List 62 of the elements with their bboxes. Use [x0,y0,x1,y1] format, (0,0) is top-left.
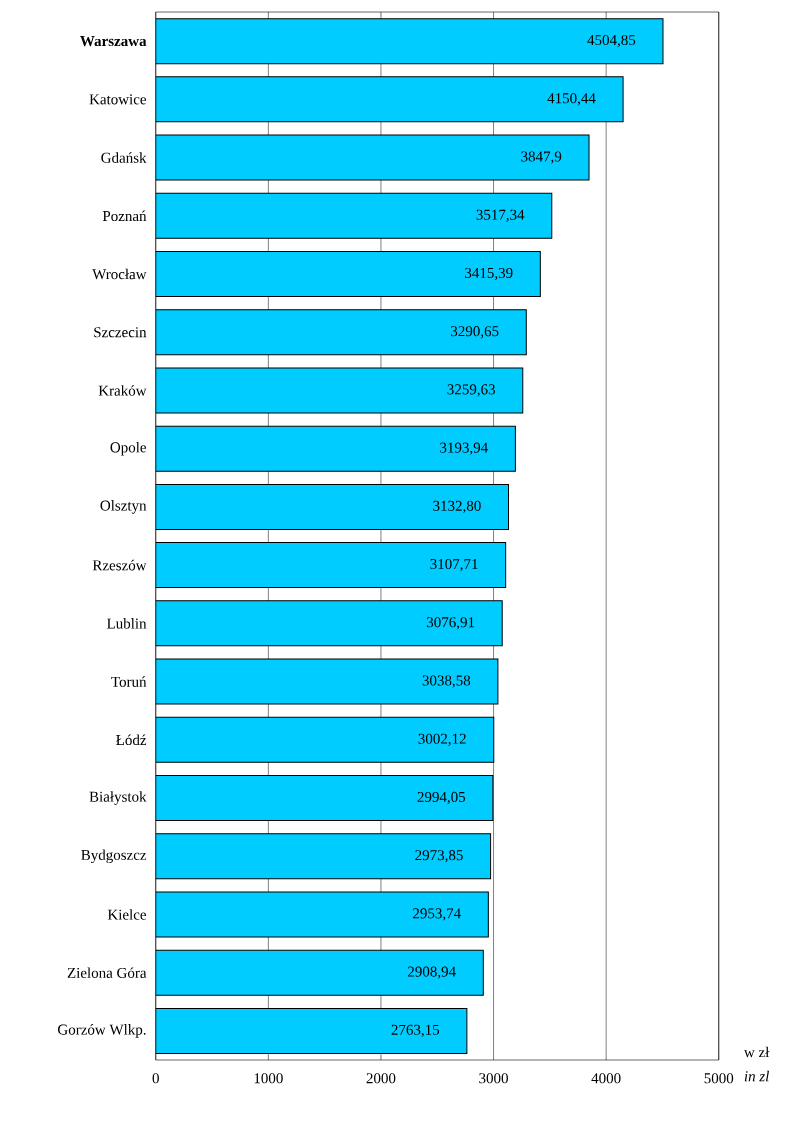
data-label: 2953,74 [413,908,462,921]
bar [155,76,624,123]
bar [155,600,503,647]
x-tick-label: 3000 [479,1073,509,1084]
data-label: 3002,12 [418,733,466,746]
y-tick-label: Olsztyn [100,500,147,514]
bar [155,192,553,239]
data-label: 3290,65 [451,326,499,339]
bar [155,1007,468,1054]
y-tick-label: Zielona Góra [67,967,147,978]
y-tick-label: Rzeszów [92,559,147,571]
bar [155,483,510,530]
data-label: 2908,94 [408,966,456,979]
y-tick-label: Katowice [89,94,147,105]
text: in zl [744,1070,770,1082]
y-tick-label: Gorzów Wlkp. [58,1024,146,1038]
y-tick-label: Kielce [107,909,147,920]
y-tick-label: Białystok [89,791,147,805]
y-tick-label: Szczecin [94,327,147,338]
bar [155,251,541,298]
data-label: 3415,39 [465,267,513,281]
text: w zł [744,1046,770,1058]
x-tick-label: 4000 [591,1073,621,1084]
x-tick-label: 2000 [366,1073,396,1084]
data-label: 3193,94 [440,442,489,455]
bar [155,949,484,996]
y-tick-label: Bydgoszcz [81,849,147,864]
bar [155,716,495,763]
bar [155,833,492,880]
x-tick-label: 1000 [254,1073,283,1084]
y-tick-label: Łódź [116,734,147,746]
y-tick-label: Toruń [111,676,147,687]
bar [155,309,527,356]
data-label: 2994,05 [417,791,466,805]
y-tick-label: Opole [110,441,147,456]
bar [155,134,590,181]
bar [155,367,524,414]
x-tick-label: 5000 [704,1073,734,1084]
data-label: 3847,9 [521,151,562,164]
bar [155,891,489,938]
y-tick-label: Warszawa [80,36,147,47]
bar [155,18,664,65]
data-label: 3517,34 [476,209,525,222]
data-label: 3107,71 [430,558,478,572]
bar [155,775,494,822]
bar [155,425,517,472]
data-label: 4504,85 [587,34,636,48]
y-tick-label: Poznań [102,210,147,222]
data-label: 3259,63 [447,384,496,397]
data-label: 2763,15 [391,1024,440,1038]
data-label: 2973,85 [415,850,463,863]
y-tick-label: Kraków [98,385,147,396]
data-label: 3038,58 [422,675,471,688]
x-tick-label: 0 [152,1073,160,1084]
data-label: 4150,44 [547,93,596,106]
data-label: 3076,91 [427,617,475,630]
y-tick-label: Wrocław [92,268,147,280]
y-tick-label: Gdańsk [101,152,147,163]
bar [155,542,507,589]
bar [155,658,499,705]
y-tick-label: Lublin [107,618,147,629]
data-label: 3132,80 [433,500,481,514]
